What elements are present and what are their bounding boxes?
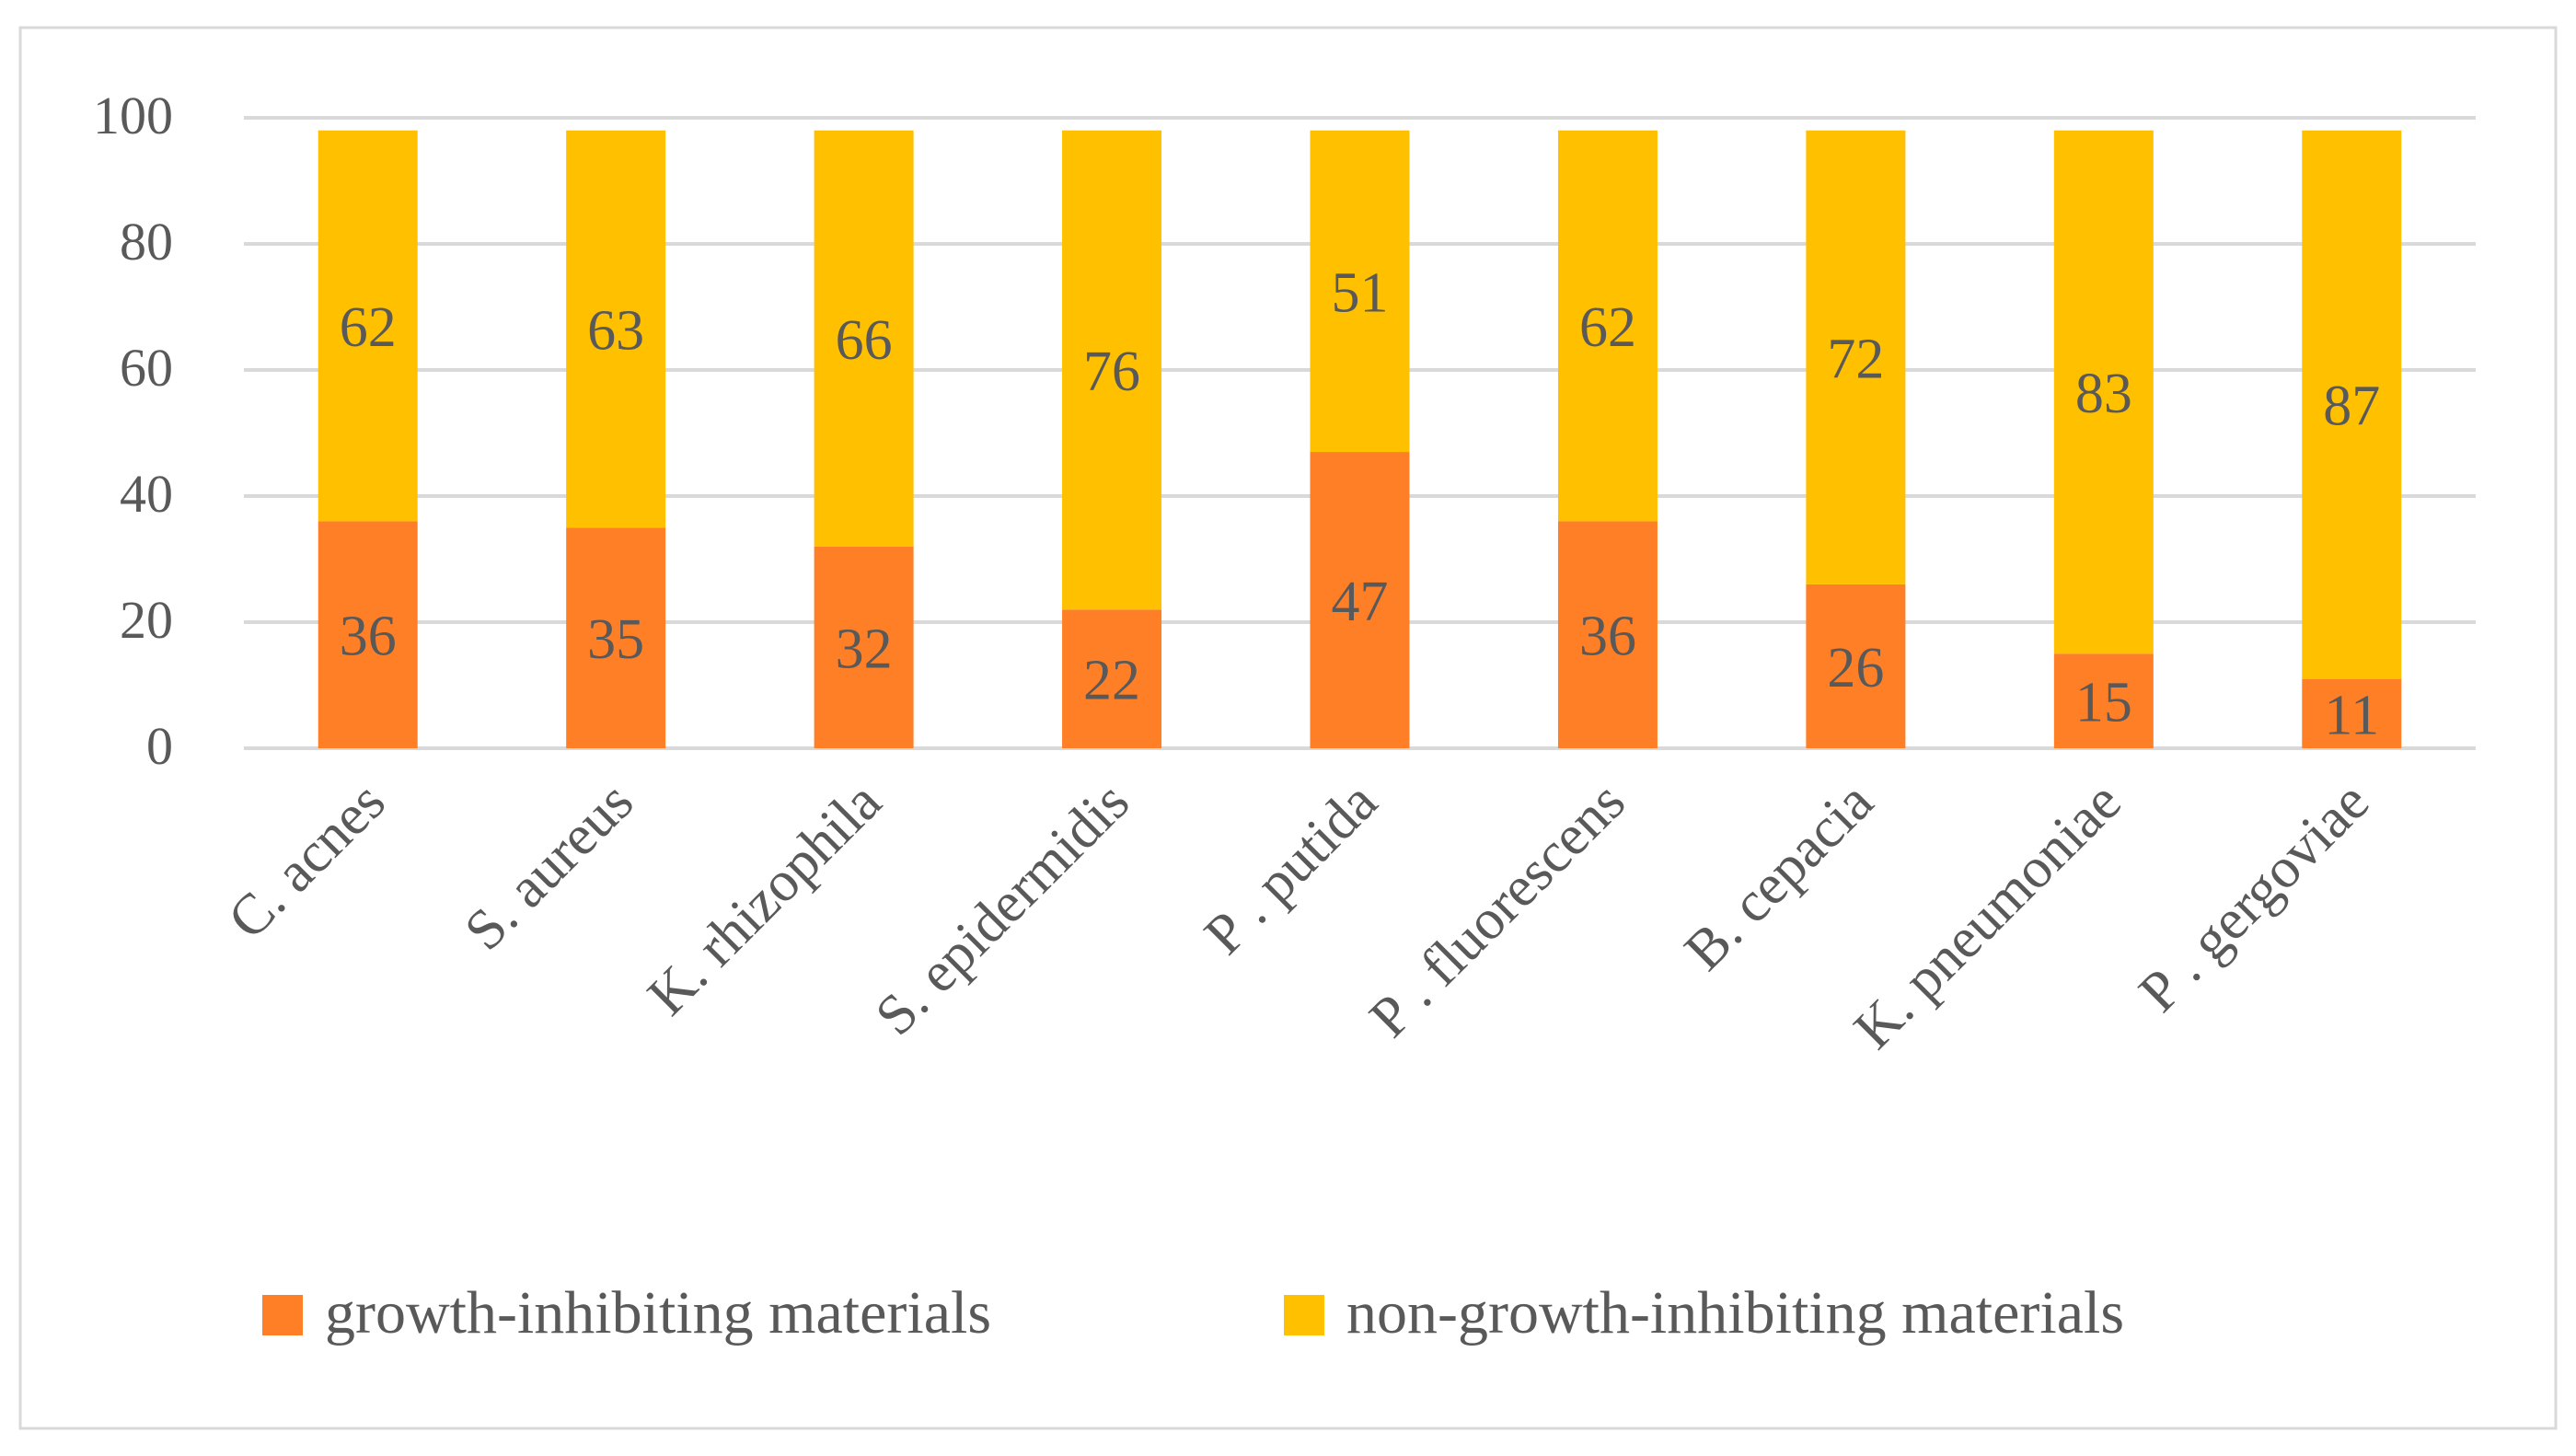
data-label: 36 xyxy=(340,606,397,668)
bar-non-growth-inhibiting xyxy=(566,130,666,528)
y-tick-label: 80 xyxy=(120,212,173,272)
data-label: 62 xyxy=(340,296,397,359)
bar-growth-inhibiting xyxy=(566,527,666,748)
y-axis: 0 20 40 60 80 100 xyxy=(93,86,173,776)
bar-non-growth-inhibiting xyxy=(2053,130,2154,654)
bar-non-growth-inhibiting xyxy=(2302,130,2402,679)
data-label: 51 xyxy=(1332,261,1389,324)
bar-growth-inhibiting xyxy=(1557,521,1658,748)
data-label: 62 xyxy=(1579,296,1636,359)
bars xyxy=(318,130,2402,748)
data-label: 87 xyxy=(2323,376,2380,438)
data-label: 63 xyxy=(587,299,644,362)
bar-non-growth-inhibiting xyxy=(1806,130,1906,584)
data-label: 76 xyxy=(1083,341,1140,403)
bar-growth-inhibiting xyxy=(2302,678,2402,748)
y-tick-label: 40 xyxy=(120,464,173,524)
legend: growth-inhibiting materials non-growth-in… xyxy=(262,1279,2124,1346)
y-tick-label: 100 xyxy=(93,86,173,145)
bar-growth-inhibiting xyxy=(318,521,418,748)
legend-swatch xyxy=(1284,1295,1324,1335)
bar-growth-inhibiting xyxy=(1806,584,1906,748)
y-tick-label: 20 xyxy=(120,590,173,650)
bar-non-growth-inhibiting xyxy=(318,130,418,522)
y-tick-label: 60 xyxy=(120,338,173,398)
bar-growth-inhibiting xyxy=(814,546,914,748)
data-label: 36 xyxy=(1579,606,1636,668)
data-label: 47 xyxy=(1332,571,1389,633)
legend-label: growth-inhibiting materials xyxy=(325,1279,991,1346)
value-labels: 36 62 35 63 32 66 22 76 47 51 36 62 26 72 15 83 11 87 xyxy=(340,261,2381,746)
y-tick-label: 0 xyxy=(146,716,173,776)
data-label: 35 xyxy=(587,608,644,671)
bar-non-growth-inhibiting xyxy=(1062,130,1162,610)
bar-growth-inhibiting xyxy=(1310,452,1410,748)
data-label: 22 xyxy=(1083,650,1140,712)
data-label: 11 xyxy=(2324,684,2379,746)
bar-growth-inhibiting xyxy=(2053,653,2154,748)
data-label: 32 xyxy=(836,618,893,680)
legend-swatch xyxy=(262,1295,303,1335)
bar-non-growth-inhibiting xyxy=(1310,130,1410,453)
bar-non-growth-inhibiting xyxy=(814,130,914,547)
bar-growth-inhibiting xyxy=(1062,609,1162,748)
data-label: 83 xyxy=(2075,363,2132,425)
data-label: 26 xyxy=(1827,637,1884,699)
legend-label: non-growth-inhibiting materials xyxy=(1346,1279,2124,1346)
data-label: 66 xyxy=(836,309,893,372)
data-label: 72 xyxy=(1827,328,1884,390)
data-label: 15 xyxy=(2075,672,2132,734)
bar-non-growth-inhibiting xyxy=(1557,130,1658,522)
